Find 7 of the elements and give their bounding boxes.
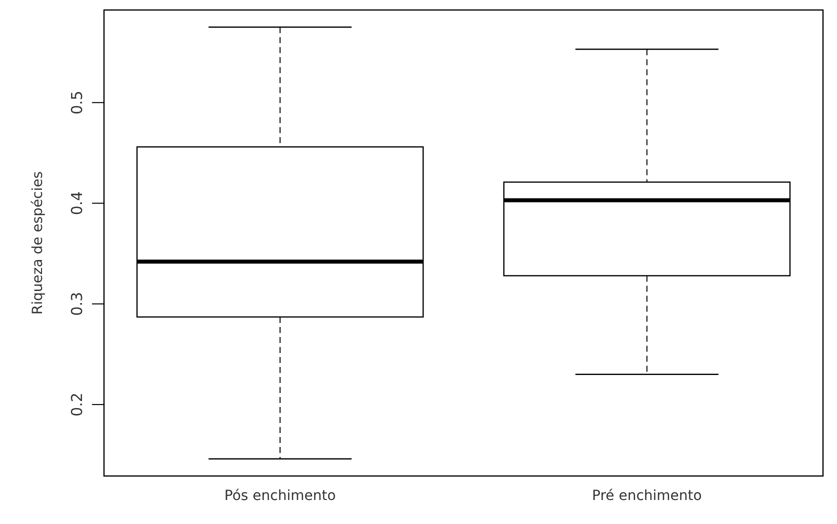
y-tick-label: 0.4 xyxy=(68,191,86,216)
y-tick-label: 0.5 xyxy=(68,90,86,115)
y-tick-label: 0.3 xyxy=(68,292,86,316)
x-tick-label: Pré enchimento xyxy=(592,488,702,504)
y-axis-title: Riqueza de espécies xyxy=(30,171,46,315)
y-tick-label: 0.2 xyxy=(68,392,86,416)
x-tick-label: Pós enchimento xyxy=(224,488,336,504)
